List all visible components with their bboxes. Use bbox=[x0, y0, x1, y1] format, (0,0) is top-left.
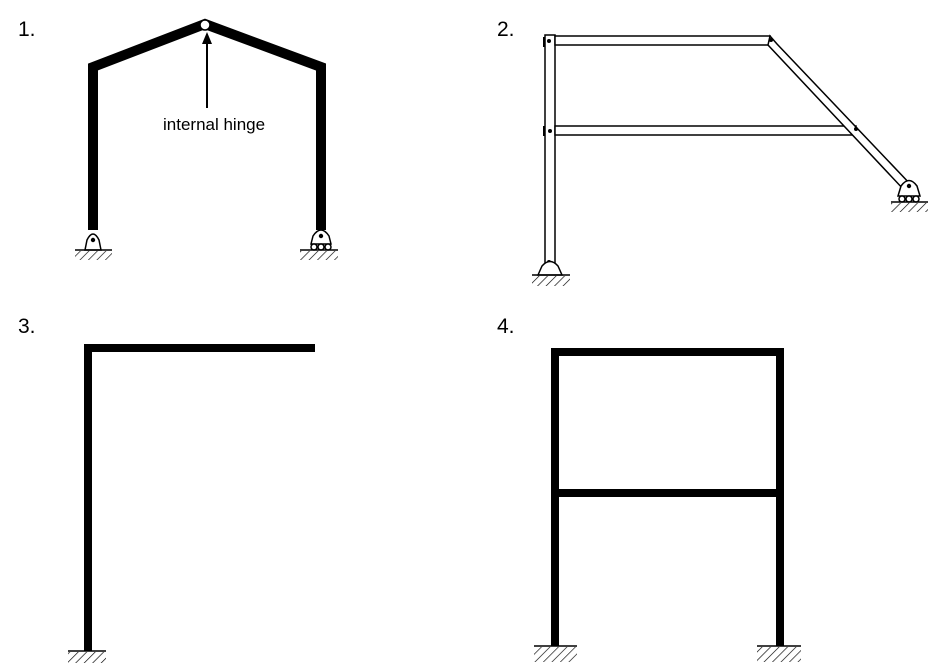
panel-4-portal-frame: 4. bbox=[497, 315, 801, 662]
diagonal-member bbox=[767, 34, 915, 192]
panel-3-cantilever-frame: 3. bbox=[18, 315, 315, 663]
joint-pin bbox=[854, 127, 858, 131]
panel-4-number: 4. bbox=[497, 315, 515, 338]
middle-beam bbox=[554, 125, 857, 136]
panel-1-number: 1. bbox=[18, 18, 36, 41]
left-pin-support bbox=[75, 233, 112, 260]
panel-2-number: 2. bbox=[497, 18, 515, 41]
panel-3-number: 3. bbox=[18, 315, 36, 338]
bottom-left-pin-support bbox=[532, 260, 570, 286]
right-fixed-support bbox=[757, 645, 801, 662]
left-fixed-support bbox=[534, 645, 577, 662]
internal-hinge-circle bbox=[199, 19, 211, 31]
l-frame-members bbox=[84, 344, 315, 651]
panel-1-gable-frame: 1. internal hinge bbox=[18, 18, 338, 260]
joint-pin bbox=[769, 38, 773, 42]
hinge-arrowhead bbox=[202, 32, 212, 44]
upper-frame-box bbox=[551, 348, 784, 497]
panel-2-pinned-frame: 2. bbox=[497, 18, 928, 286]
joint-pin bbox=[547, 39, 551, 43]
fixed-support bbox=[68, 650, 106, 663]
diagonal-roller-support bbox=[891, 179, 928, 212]
internal-hinge-label: internal hinge bbox=[163, 115, 265, 134]
left-column bbox=[544, 34, 556, 266]
joint-pin bbox=[548, 129, 552, 133]
right-roller-support bbox=[300, 229, 338, 260]
top-beam bbox=[554, 35, 771, 46]
